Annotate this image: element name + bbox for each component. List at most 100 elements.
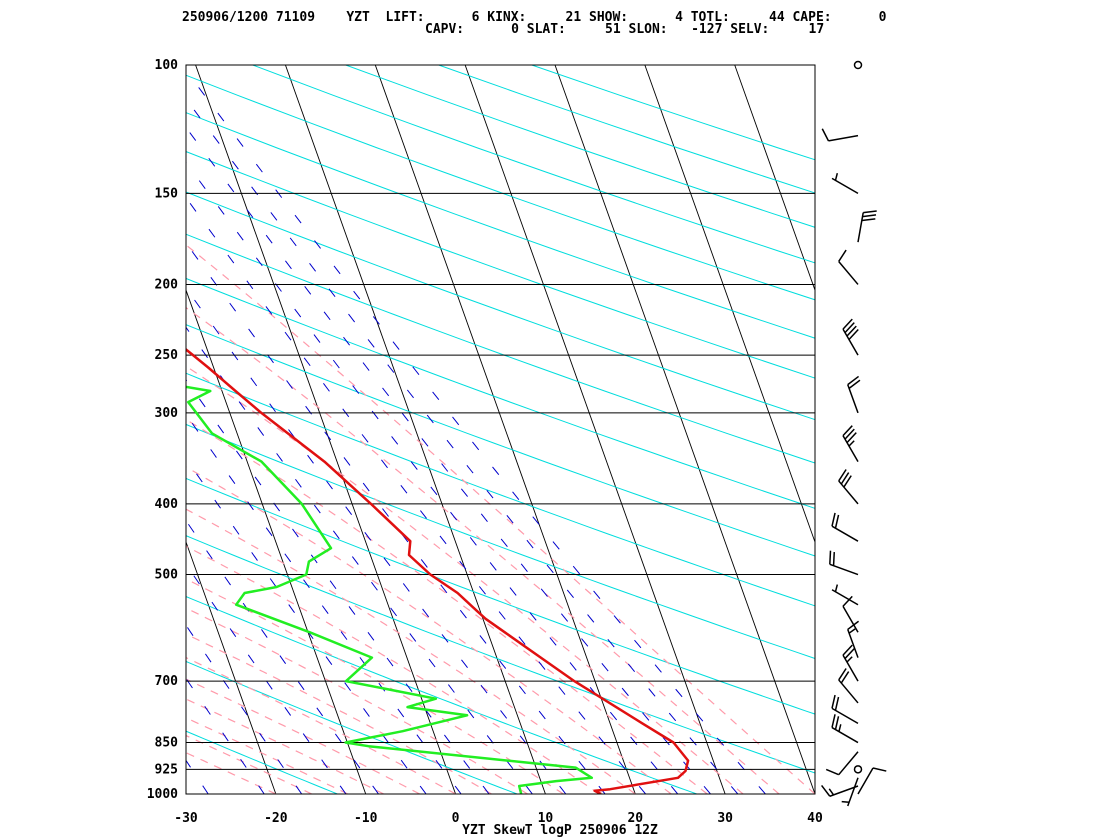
- wind-barb: [841, 777, 859, 807]
- isotherm: [186, 288, 367, 794]
- pressure-tick-labels: 100 150 200 250 300 400 500 700 850 925 1000: [147, 58, 178, 802]
- barb-shaft: [831, 525, 859, 542]
- pressure-tick-label: 1000: [147, 787, 178, 802]
- temperature-tick-label: 0: [452, 811, 460, 826]
- barb-shaft: [829, 785, 859, 797]
- barb-flag: [838, 469, 847, 482]
- isotherm: [285, 65, 546, 794]
- barb-flag: [840, 671, 850, 684]
- barb-flag: [831, 694, 836, 709]
- barb-shaft: [831, 707, 859, 725]
- dry-adiabat: [531, 65, 815, 161]
- wind-barb: [853, 60, 863, 70]
- wind-barb: [821, 784, 859, 797]
- barb-flag: [834, 716, 840, 730]
- mixing-ratio-line: [186, 624, 303, 794]
- dry-adiabat: [438, 65, 815, 194]
- pressure-tick-label: 700: [155, 674, 179, 689]
- barb-shaft: [842, 328, 859, 356]
- isotherm: [186, 540, 277, 794]
- dry-adiabat: [186, 535, 815, 774]
- profile-series: [186, 347, 690, 794]
- barb-flag: [847, 375, 860, 386]
- barb-shaft: [842, 654, 859, 682]
- dry-adiabat: [186, 423, 815, 660]
- barb-flag: [848, 329, 859, 341]
- wind-barbs: [821, 60, 887, 807]
- barb-flag: [842, 644, 853, 656]
- mixing-ratio-line: [0, 65, 143, 794]
- isotherm: [195, 65, 456, 794]
- mixing-ratio-line: [186, 413, 462, 794]
- barb-half-flag: [834, 584, 839, 592]
- mixing-ratio-line: [186, 287, 567, 794]
- barb-shaft: [829, 563, 859, 576]
- barb-shaft: [831, 726, 859, 744]
- moist-adiabat: [186, 545, 600, 794]
- pressure-tick-label: 200: [155, 277, 179, 292]
- barb-shaft: [838, 480, 859, 505]
- isotherm: [0, 65, 6, 794]
- wind-barb: [857, 767, 887, 795]
- pressure-tick-label: 250: [155, 348, 179, 363]
- dry-adiabat: [186, 660, 518, 794]
- x-axis-title: YZT SkewT logP 250906 12Z: [462, 823, 658, 838]
- dry-adiabat: [345, 65, 815, 228]
- temperature-tick-label: -30: [174, 811, 198, 826]
- wind-barb: [857, 210, 877, 243]
- barb-flag: [834, 514, 840, 529]
- barb-shaft: [838, 260, 859, 285]
- wind-barb: [831, 172, 859, 195]
- barb-flag: [872, 767, 887, 772]
- mixing-ratio-line: [186, 457, 427, 794]
- wind-barb: [847, 375, 861, 414]
- isotherm: [734, 65, 815, 292]
- barb-shaft: [857, 212, 864, 243]
- barb-flag: [846, 432, 857, 444]
- dewpoint-line: [186, 385, 594, 794]
- barb-shaft: [847, 384, 859, 414]
- barb-half-flag: [828, 788, 835, 796]
- barb-half-flag: [841, 800, 850, 803]
- wind-barb: [847, 620, 860, 658]
- temperature-tick-label: 20: [627, 811, 643, 826]
- moist-adiabat: [186, 508, 636, 794]
- dry-adiabat: [186, 477, 815, 715]
- dry-adiabat: [186, 74, 815, 301]
- isotherm: [554, 65, 815, 794]
- wind-barb: [842, 425, 859, 463]
- barb-flag: [821, 128, 830, 142]
- moist-adiabat: [186, 244, 815, 794]
- wind-barb: [821, 128, 859, 142]
- plot-frame: [185, 64, 816, 795]
- barb-half-flag: [838, 724, 842, 732]
- barb-flag: [848, 379, 861, 389]
- wind-barb: [838, 469, 859, 505]
- moist-adiabat: [186, 656, 456, 794]
- temperature-tick-labels: -30 -20 -10 0 10 20 30 40: [174, 811, 823, 826]
- moist-adiabat: [186, 365, 744, 794]
- pressure-tick-label: 100: [155, 58, 179, 73]
- barb-flag: [842, 318, 853, 330]
- barb-flag: [842, 595, 853, 607]
- barb-flag: [825, 768, 840, 776]
- wind-barb: [842, 595, 859, 633]
- wind-barb: [838, 668, 859, 704]
- header-line-1: 250906/1200 71109 YZT LIFT: 6 KINX: 21 S…: [182, 10, 887, 25]
- wind-barb: [838, 249, 859, 285]
- barb-flag: [843, 475, 852, 488]
- isotherm: [644, 65, 815, 544]
- mixing-ratio-line: [186, 519, 379, 794]
- barb-flag: [821, 784, 831, 797]
- wind-barb: [853, 765, 863, 774]
- moist-adiabat: [186, 306, 780, 794]
- barb-half-flag: [848, 440, 855, 447]
- mixing-ratio-line: [186, 677, 265, 794]
- barb-flag: [861, 218, 876, 222]
- barb-flag: [831, 512, 836, 527]
- wind-barb: [825, 751, 859, 776]
- moist-adiabat: [186, 698, 384, 794]
- calm-circle: [853, 60, 863, 70]
- pressure-tick-label: 925: [155, 762, 178, 777]
